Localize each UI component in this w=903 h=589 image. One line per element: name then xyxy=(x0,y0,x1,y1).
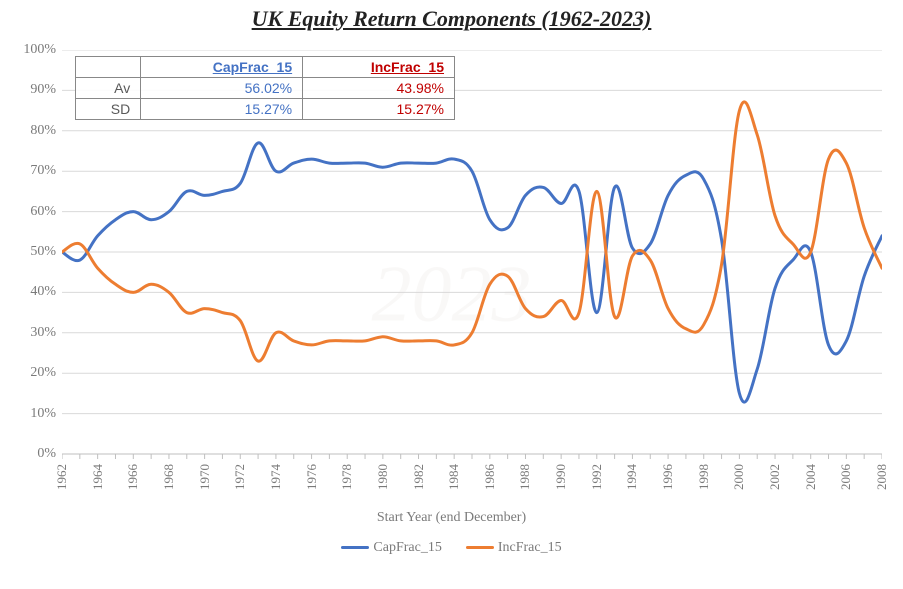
stats-inc-value: 15.27% xyxy=(303,99,455,120)
stats-cap-value: 15.27% xyxy=(141,99,303,120)
x-tick-label: 1976 xyxy=(304,464,320,490)
y-tick-label: 10% xyxy=(6,406,56,422)
y-tick-label: 0% xyxy=(6,446,56,462)
x-tick-label: 1994 xyxy=(624,464,640,490)
x-tick-label: 1982 xyxy=(411,464,427,490)
x-tick-label: 1996 xyxy=(660,464,676,490)
legend-item: IncFrac_15 xyxy=(466,540,562,556)
stats-row: SD15.27%15.27% xyxy=(76,99,455,120)
series-IncFrac_15 xyxy=(62,102,882,361)
x-tick-label: 1990 xyxy=(553,464,569,490)
y-tick-label: 60% xyxy=(6,204,56,220)
x-tick-label: 1998 xyxy=(696,464,712,490)
x-axis-title: Start Year (end December) xyxy=(0,510,903,526)
stats-header-inc: IncFrac_15 xyxy=(303,57,455,78)
stats-row-label: SD xyxy=(76,99,141,120)
x-axis-labels: 1962196419661968197019721974197619781980… xyxy=(62,464,882,514)
y-axis-labels: 0%10%20%30%40%50%60%70%80%90%100% xyxy=(0,50,56,454)
stats-header-row: CapFrac_15 IncFrac_15 xyxy=(76,57,455,78)
x-tick-label: 1972 xyxy=(232,464,248,490)
y-tick-label: 30% xyxy=(6,325,56,341)
stats-cap-value: 56.02% xyxy=(141,78,303,99)
x-tick-label: 2002 xyxy=(767,464,783,490)
x-tick-label: 1986 xyxy=(482,464,498,490)
legend-label: CapFrac_15 xyxy=(373,540,441,556)
x-tick-label: 2000 xyxy=(731,464,747,490)
x-tick-label: 2004 xyxy=(803,464,819,490)
legend-item: CapFrac_15 xyxy=(341,540,441,556)
y-tick-label: 50% xyxy=(6,244,56,260)
y-tick-label: 20% xyxy=(6,365,56,381)
stats-inc-value: 43.98% xyxy=(303,78,455,99)
stats-header-blank xyxy=(76,57,141,78)
legend: CapFrac_15 IncFrac_15 xyxy=(0,536,903,556)
x-tick-label: 1984 xyxy=(446,464,462,490)
y-tick-label: 100% xyxy=(6,42,56,58)
x-tick-label: 2006 xyxy=(838,464,854,490)
x-tick-label: 1980 xyxy=(375,464,391,490)
chart-title: UK Equity Return Components (1962-2023) xyxy=(0,6,903,32)
y-tick-label: 70% xyxy=(6,163,56,179)
y-tick-label: 80% xyxy=(6,123,56,139)
legend-label: IncFrac_15 xyxy=(498,540,562,556)
stats-table: CapFrac_15 IncFrac_15 Av56.02%43.98%SD15… xyxy=(75,56,455,120)
x-tick-label: 1992 xyxy=(589,464,605,490)
x-tick-label: 2008 xyxy=(874,464,890,490)
y-tick-label: 90% xyxy=(6,82,56,98)
stats-row-label: Av xyxy=(76,78,141,99)
stats-row: Av56.02%43.98% xyxy=(76,78,455,99)
x-tick-label: 1988 xyxy=(517,464,533,490)
x-tick-label: 1970 xyxy=(197,464,213,490)
x-tick-label: 1978 xyxy=(339,464,355,490)
x-tick-label: 1962 xyxy=(54,464,70,490)
legend-swatch xyxy=(466,546,494,549)
series-CapFrac_15 xyxy=(62,143,882,402)
chart-container: 2023 UK Equity Return Components (1962-2… xyxy=(0,0,903,589)
x-tick-label: 1964 xyxy=(90,464,106,490)
x-tick-label: 1968 xyxy=(161,464,177,490)
x-tick-label: 1966 xyxy=(125,464,141,490)
stats-header-cap: CapFrac_15 xyxy=(141,57,303,78)
x-tick-label: 1974 xyxy=(268,464,284,490)
y-tick-label: 40% xyxy=(6,284,56,300)
legend-swatch xyxy=(341,546,369,549)
